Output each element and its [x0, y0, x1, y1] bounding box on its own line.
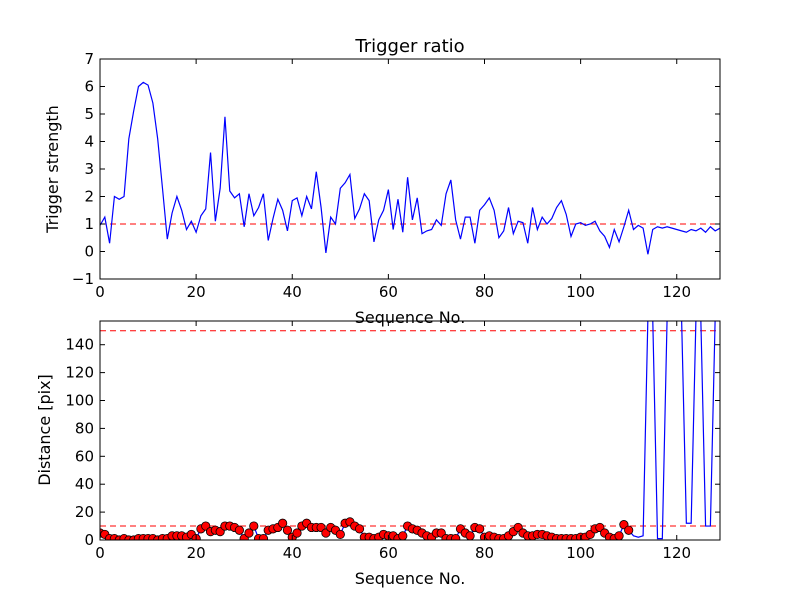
x-tick-label: 80 [475, 283, 494, 301]
y-tick-label: 120 [65, 364, 94, 382]
data-point [278, 518, 288, 528]
data-point [258, 534, 269, 540]
y-tick-label: 140 [65, 336, 94, 354]
y-tick-label: −1 [72, 270, 94, 288]
y-tick-label: 2 [84, 188, 94, 206]
data-point [624, 525, 634, 535]
data-point [335, 529, 345, 540]
y-axis-label: Trigger strength [43, 105, 62, 234]
data-point [282, 525, 293, 535]
data-point [354, 524, 365, 534]
x-tick-label: 0 [95, 544, 105, 562]
y-tick-label: 0 [84, 531, 94, 549]
distance-chart: 0 20 40 60 80 100 120 0 20 40 60 80 100 120 140 Sequen… [35, 320, 721, 588]
series-line [100, 81, 720, 255]
y-tick-label: 20 [75, 503, 94, 521]
data-point [614, 531, 624, 540]
trigger-ratio-chart: Trigger ratio 0 20 40 60 80 100 120−101234567 … [43, 36, 721, 327]
y-axis-label: Distance [pix] [35, 374, 54, 486]
y-tick-label: 5 [84, 105, 94, 123]
y-tick-label: 7 [84, 50, 94, 68]
data-point [292, 528, 302, 538]
x-tick-label: 20 [187, 283, 206, 301]
x-tick-label: 60 [379, 283, 398, 301]
data-point [244, 528, 254, 538]
x-tick-label: 100 [566, 283, 595, 301]
x-tick-label: 20 [187, 544, 206, 562]
y-tick-label: 80 [75, 419, 94, 437]
data-point [249, 521, 259, 531]
x-axis-label: Sequence No. [355, 569, 466, 588]
y-tick-label: 40 [75, 475, 94, 493]
y-tick-label: 3 [84, 160, 94, 178]
x-axis-label: Sequence No. [355, 308, 466, 327]
data-point [465, 531, 475, 540]
distance-plot-area: 0 20 40 60 80 100 120 0 20 40 60 80 100 120 140 [65, 320, 721, 562]
x-tick-label: 0 [95, 283, 105, 301]
x-tick-label: 60 [379, 544, 398, 562]
axes-frame [99, 320, 721, 541]
chart-title: Trigger ratio [354, 36, 464, 57]
y-tick-label: 60 [75, 447, 94, 465]
data-point [475, 524, 485, 534]
data-point [234, 525, 244, 535]
y-tick-label: 1 [84, 215, 94, 233]
x-tick-label: 40 [283, 544, 302, 562]
data-point [451, 534, 461, 540]
x-tick-label: 100 [566, 544, 595, 562]
x-tick-label: 120 [662, 544, 691, 562]
y-tick-label: 4 [84, 133, 94, 151]
y-tick-label: 100 [65, 392, 94, 410]
x-tick-label: 80 [475, 544, 494, 562]
y-tick-label: 0 [84, 243, 94, 261]
y-tick-label: 6 [84, 78, 94, 96]
x-tick-label: 40 [283, 283, 302, 301]
x-tick-label: 120 [662, 283, 691, 301]
data-point [398, 531, 408, 540]
